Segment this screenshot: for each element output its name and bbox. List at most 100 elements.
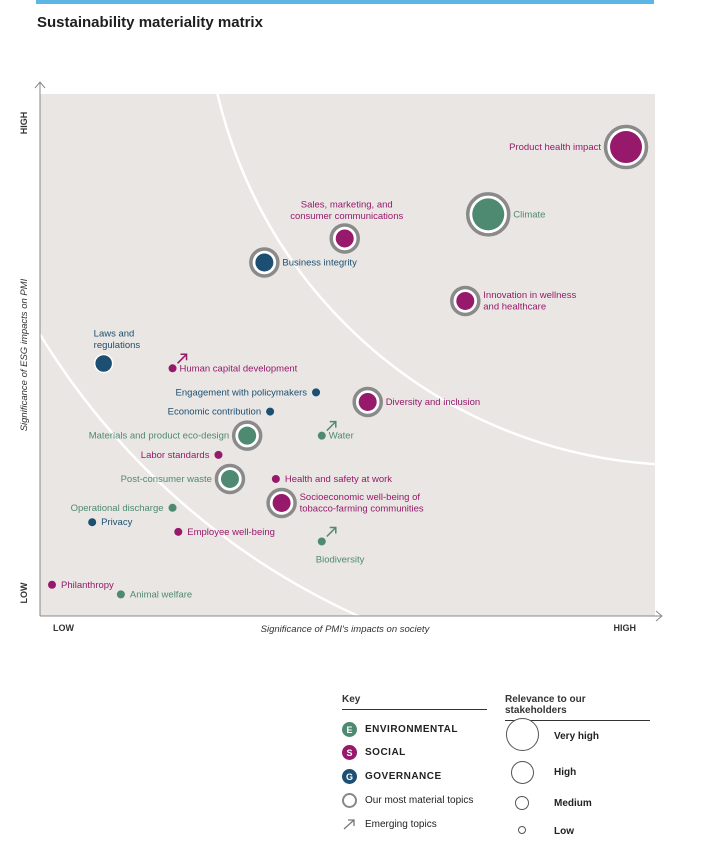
point-human-capital-development: Human capital development [168, 353, 298, 374]
point-materials-and-product-eco-design: Materials and product eco-design [89, 420, 263, 451]
point-label: Labor standards [141, 450, 210, 461]
point-climate: Climate [465, 192, 545, 237]
emerging-arrow-icon [326, 526, 337, 538]
legend-environmental: E ENVIRONMENTAL [342, 722, 458, 737]
point-label: Economic contribution [168, 407, 261, 418]
x-high-label: HIGH [614, 623, 637, 633]
point-label: Engagement with policymakers [176, 387, 308, 398]
legend-emerging-label: Emerging topics [365, 818, 437, 830]
y-high-label: HIGH [19, 112, 29, 135]
point-philanthropy: Philanthropy [48, 580, 114, 591]
point-water: Water [317, 420, 354, 442]
y-low-label: LOW [19, 582, 29, 603]
data-point [317, 537, 326, 546]
size-medium-label: Medium [554, 798, 592, 809]
materiality-chart: Significance of PMI's impacts on society… [19, 81, 663, 635]
data-point [255, 253, 274, 272]
governance-badge-icon: G [342, 769, 357, 784]
point-label: Product health impact [509, 142, 601, 153]
data-point [168, 503, 177, 512]
point-employee-well-being: Employee well-being [174, 527, 275, 538]
page-title: Sustainability materiality matrix [37, 14, 263, 31]
top-accent-bar [36, 0, 654, 4]
size-low-circle [518, 826, 526, 834]
size-high-circle [511, 761, 534, 784]
data-point [48, 580, 56, 589]
data-point [214, 450, 223, 459]
data-point [93, 353, 114, 374]
emerging-arrow-icon [177, 353, 188, 364]
point-label: Business integrity [282, 257, 357, 268]
point-diversity-and-inclusion: Diversity and inclusion [352, 386, 481, 418]
point-label: Operational discharge [71, 503, 164, 514]
point-engagement-with-policymakers: Engagement with policymakers [176, 387, 321, 398]
data-point [168, 364, 177, 373]
size-very-high-circle [506, 718, 539, 751]
legend-relevance-header: Relevance to our stakeholders [505, 694, 650, 721]
point-operational-discharge: Operational discharge [71, 503, 177, 514]
y-axis-arrow [34, 81, 46, 89]
data-point [116, 590, 125, 599]
point-label: Climate [513, 209, 545, 220]
legend-emerging: Emerging topics [342, 818, 437, 830]
emerging-arrow-icon [343, 819, 355, 830]
point-biodiversity: Biodiversity [316, 526, 365, 565]
point-label: Laws and regulations [94, 329, 141, 352]
data-point [271, 474, 280, 483]
point-animal-welfare: Animal welfare [116, 589, 192, 600]
data-point [174, 527, 183, 536]
data-point [88, 518, 97, 527]
point-label: Employee well-being [187, 527, 275, 538]
point-health-and-safety-at-work: Health and safety at work [271, 474, 392, 485]
data-point [266, 407, 275, 416]
y-axis-label: Significance of ESG impacts on PMI [19, 278, 30, 431]
x-axis-label: Significance of PMI's impacts on society [261, 624, 431, 635]
legend-relevance-title: Relevance to our stakeholders [505, 694, 586, 716]
data-point [335, 229, 354, 248]
x-axis-arrow [655, 610, 663, 622]
legend-material: Our most material topics [342, 793, 473, 808]
point-label: Innovation in wellness and healthcare [483, 290, 576, 313]
plot-area [40, 94, 655, 616]
point-label: Sales, marketing, and consumer communicat… [290, 199, 403, 222]
material-ring-icon [342, 793, 357, 808]
point-innovation-in-wellness-and-healthcare: Innovation in wellness and healthcare [450, 285, 576, 317]
legend-material-label: Our most material topics [365, 795, 474, 806]
legend-key-divider [342, 709, 487, 710]
legend-key-header: Key [342, 694, 487, 710]
point-label: Biodiversity [316, 554, 365, 565]
data-point [610, 131, 642, 164]
point-label: Post-consumer waste [121, 474, 212, 485]
legend-governance-label: GOVERNANCE [365, 771, 442, 782]
point-socioeconomic-well-being-of-tobacco-farming-communities: Socioeconomic well-being of tobacco-farmi… [266, 487, 424, 519]
point-product-health-impact: Product health impact [509, 124, 649, 170]
point-post-consumer-waste: Post-consumer waste [121, 463, 246, 495]
environmental-badge-icon: E [342, 722, 357, 737]
data-point [472, 198, 505, 231]
data-point [220, 469, 239, 488]
emerging-arrow-icon [326, 420, 337, 432]
size-high-label: High [554, 767, 577, 778]
point-labor-standards: Labor standards [141, 450, 223, 461]
point-privacy: Privacy [88, 517, 133, 528]
data-point [317, 431, 326, 440]
point-label: Diversity and inclusion [386, 397, 481, 408]
size-very-high-label: Very high [554, 731, 600, 742]
point-label: Animal welfare [130, 589, 192, 600]
data-point [272, 493, 291, 512]
legend-social-label: SOCIAL [365, 747, 406, 758]
legend-key-title: Key [342, 694, 361, 705]
point-label: Water [329, 431, 354, 442]
point-label: Privacy [101, 517, 132, 528]
data-point [456, 291, 475, 310]
data-point [358, 392, 377, 411]
size-low-label: Low [554, 826, 574, 837]
x-low-label: LOW [53, 623, 74, 633]
data-point [312, 388, 321, 397]
point-label: Socioeconomic well-being of tobacco-farmi… [300, 492, 424, 515]
point-laws-and-regulations: Laws and regulations [93, 329, 141, 374]
legend-relevance-divider [505, 720, 650, 721]
legend-social: S SOCIAL [342, 745, 406, 760]
point-business-integrity: Business integrity [249, 247, 357, 278]
point-label: Health and safety at work [285, 474, 392, 485]
